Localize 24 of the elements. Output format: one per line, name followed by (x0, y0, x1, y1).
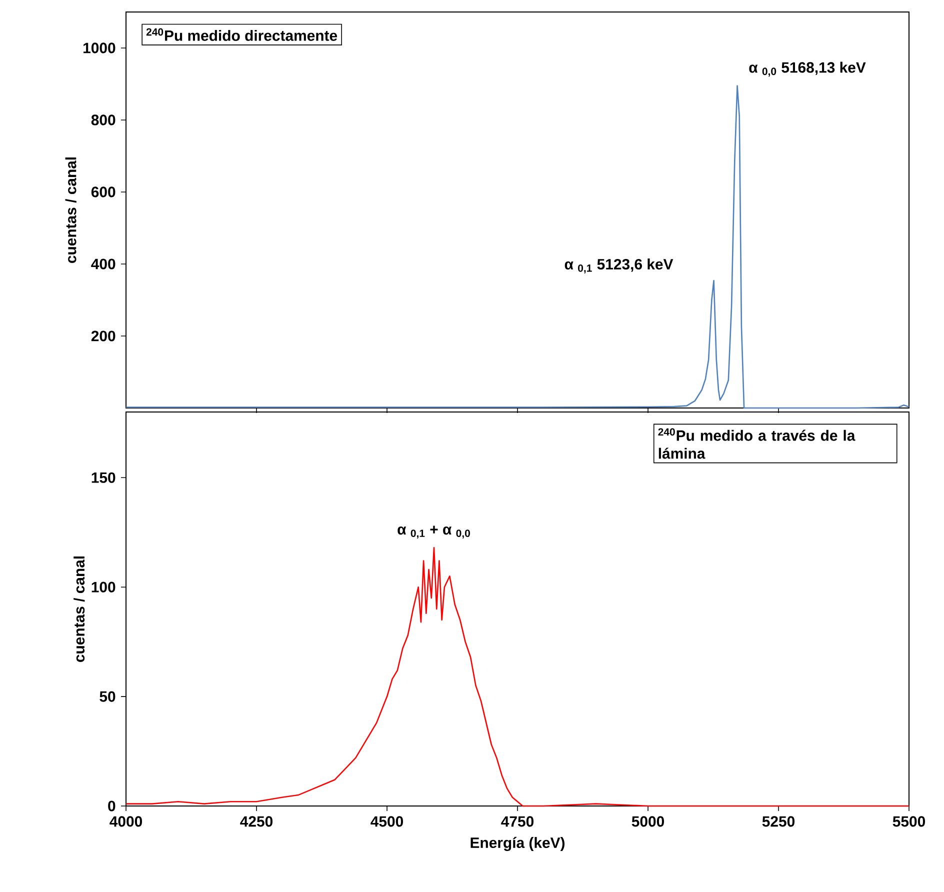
x-axis-title: Energía (keV) (470, 836, 565, 852)
y-tick-label: 400 (91, 258, 116, 270)
annotation: $^{240}$Pu medido a través de la lámina (658, 428, 856, 459)
y-tick-label: 0 (108, 800, 116, 812)
x-tick-label: 4250 (240, 816, 272, 827)
annotation: $^{240}$Pu medido directamente (146, 28, 338, 41)
x-tick-label: 5000 (632, 816, 664, 827)
y-tick-label: 100 (92, 582, 116, 592)
x-tick-label: 4000 (110, 816, 142, 827)
x-tick-label: 5500 (892, 816, 926, 827)
x-tick-label: 4500 (370, 816, 403, 827)
y-tick-label: 50 (100, 691, 116, 702)
annotation: α $_{0,1}$ + α $_{0,0}$ (398, 526, 470, 539)
x-tick-label: 4750 (501, 816, 534, 827)
annotation: α $_{0,1}$ 5123,6 keV (564, 258, 674, 274)
x-tick-label: 5250 (762, 816, 794, 827)
y-axis-title: cuentas / canal (65, 157, 76, 263)
y-tick-label: 1000 (84, 42, 116, 54)
y-tick-label: 150 (92, 472, 116, 483)
annotation: α $_{0,0}$ 5168,13 keV (749, 62, 866, 77)
y-tick-label: 200 (91, 330, 116, 342)
y-tick-label: 800 (91, 114, 116, 126)
y-tick-label: 600 (91, 186, 116, 198)
y-axis-title: cuentas / canal (74, 556, 85, 662)
